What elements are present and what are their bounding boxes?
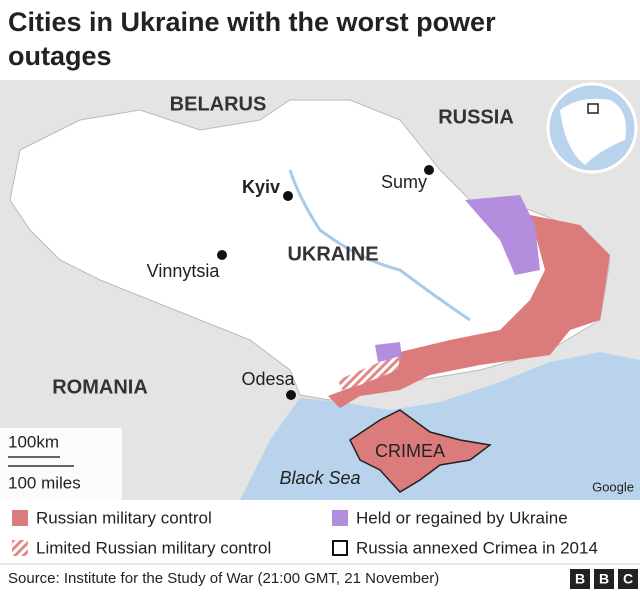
- limited-control-area: [338, 356, 400, 390]
- sea-label: Black Sea: [279, 468, 360, 488]
- city-label: Odesa: [241, 369, 295, 389]
- logo-letter: B: [575, 571, 585, 587]
- logo: B B C: [570, 569, 638, 589]
- attribution: Google: [592, 479, 634, 494]
- globe-land: [560, 98, 626, 165]
- legend-label: Russian military control: [36, 508, 212, 527]
- map: BELARUS RUSSIA UKRAINE ROMANIA Kyiv Sumy…: [0, 80, 640, 500]
- legend-swatch: [332, 510, 348, 526]
- scale-label: 100km: [8, 432, 59, 451]
- ukraine-held-area: [465, 195, 540, 275]
- title-line: Cities in Ukraine with the worst power: [8, 7, 496, 37]
- country-label: RUSSIA: [438, 106, 514, 128]
- city-dot: [424, 165, 434, 175]
- legend-label: Held or regained by Ukraine: [356, 508, 568, 527]
- logo-block: [618, 569, 638, 589]
- city-dot: [286, 390, 296, 400]
- source: Source: Institute for the Study of War (…: [8, 570, 439, 587]
- logo-block: [594, 569, 614, 589]
- legend-label: Limited Russian military control: [36, 538, 271, 557]
- country-label: BELARUS: [170, 93, 267, 115]
- logo-letter: C: [623, 571, 633, 587]
- legend: Russian military control Limited Russian…: [12, 508, 598, 557]
- region-label: CRIMEA: [375, 441, 445, 461]
- legend-swatch: [332, 540, 348, 556]
- country-label: UKRAINE: [287, 243, 378, 265]
- city-label: Vinnytsia: [147, 261, 221, 281]
- scale-label: 100 miles: [8, 473, 81, 492]
- globe-marker: [587, 103, 599, 114]
- city-dot: [217, 250, 227, 260]
- city-label: Kyiv: [242, 177, 280, 197]
- river: [288, 169, 471, 322]
- title-line: outages: [8, 41, 112, 71]
- legend-swatch: [12, 510, 28, 526]
- logo-letter: B: [599, 571, 609, 587]
- legend-swatch: [12, 540, 28, 556]
- sea: [240, 352, 640, 500]
- logo-block: [570, 569, 590, 589]
- legend-label: Russia annexed Crimea in 2014: [356, 538, 598, 557]
- country-label: ROMANIA: [52, 376, 148, 398]
- city-dot: [283, 191, 293, 201]
- ukraine-held-area: [375, 342, 402, 362]
- city-label: Sumy: [381, 172, 427, 192]
- scale-box: [0, 428, 122, 500]
- crimea: [349, 409, 492, 493]
